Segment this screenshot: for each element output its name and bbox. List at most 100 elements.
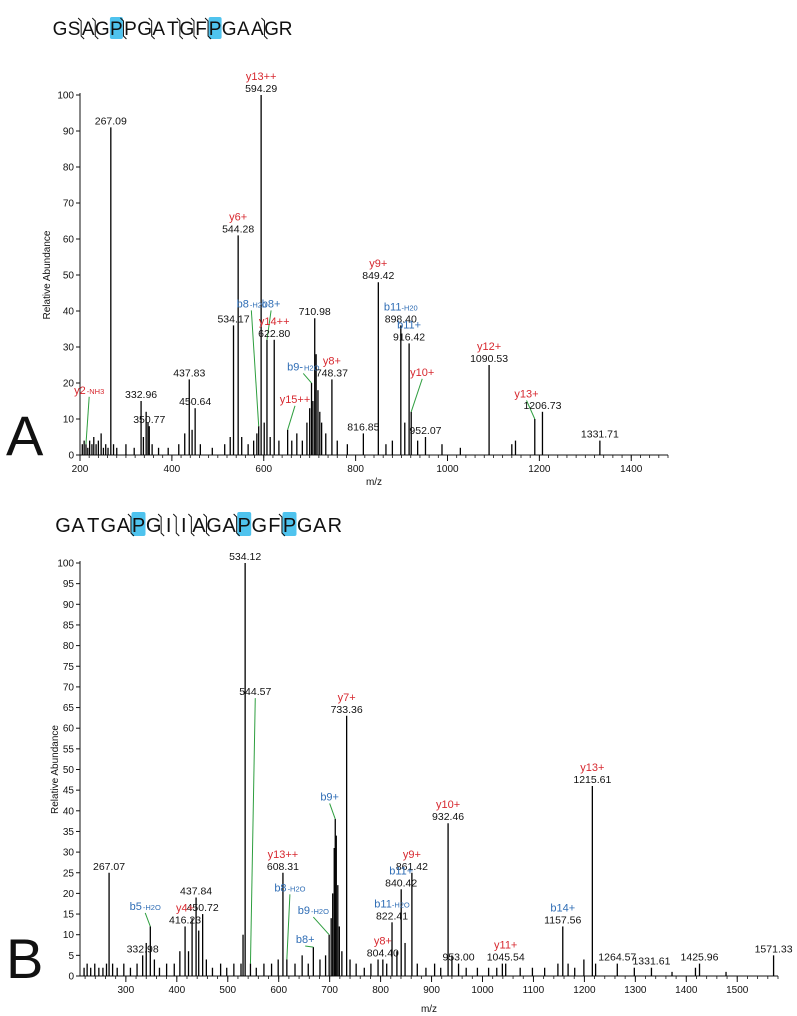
x-tick-label: 300: [118, 985, 135, 996]
sequence-residue: A: [313, 515, 327, 537]
peak-value-label: 1206.73: [523, 400, 561, 412]
sequence-residue: A: [251, 19, 264, 40]
ion-label: y9+: [369, 258, 387, 270]
x-tick-label: 900: [423, 985, 440, 996]
sequence-residue: G: [264, 19, 279, 40]
sequence-residue: A: [222, 515, 236, 537]
cleavage-mark: [190, 17, 198, 40]
sequence-residue: G: [95, 19, 110, 40]
y-tick-label: 65: [63, 703, 75, 714]
y-tick-label: 50: [63, 765, 75, 776]
ion-label: b9+: [320, 791, 339, 803]
sequence-residue: G: [55, 515, 71, 537]
sequence-residue: G: [146, 515, 162, 537]
x-tick-label: 600: [270, 985, 287, 996]
peak-value-label: 953.00: [442, 952, 474, 964]
leader-line: [410, 378, 423, 412]
ion-label: b8+: [296, 934, 315, 946]
y-tick-label: 30: [63, 343, 75, 354]
x-axis-title-b: m/z: [421, 1004, 437, 1015]
peak-value-label: 534.17: [217, 313, 249, 325]
cleavage-mark: [120, 17, 127, 40]
ion-label: y2-NH3: [74, 385, 104, 397]
x-tick-label: 400: [168, 985, 185, 996]
y-tick-label: 75: [63, 662, 75, 673]
cleavage-mark: [91, 17, 99, 40]
sequence-residue: F: [195, 19, 207, 40]
sequence-residue: A: [117, 515, 131, 537]
sequence-residue: F: [268, 515, 280, 537]
sequence-residue: T: [87, 515, 99, 537]
peak-value-label: 1090.53: [470, 353, 508, 365]
leader-line: [526, 400, 536, 420]
ion-label: b9-H2O: [287, 361, 319, 373]
sequence-residue: G: [252, 515, 268, 537]
y-tick-label: 40: [63, 307, 75, 318]
y-tick-label: 70: [63, 199, 75, 210]
sequence-residue: I: [181, 515, 187, 537]
peak-value-label: 1215.61: [573, 774, 611, 786]
y-tick-label: 90: [63, 600, 75, 611]
x-tick-label: 1000: [471, 985, 494, 996]
ion-label: y4+: [176, 902, 194, 914]
sequence-residue: G: [53, 19, 68, 40]
peak-value-label: 437.83: [173, 367, 205, 379]
sequence-residue: P: [283, 515, 296, 537]
ion-label: y11+: [494, 940, 517, 952]
peak-value-label: 622.80: [258, 328, 290, 340]
peak-value-label: 1045.54: [487, 952, 525, 964]
peak-value-label: 450.64: [179, 396, 211, 408]
y-tick-label: 35: [63, 827, 75, 838]
leader-line: [312, 916, 330, 936]
y-tick-label: 95: [63, 579, 75, 590]
sequence-residue: A: [82, 19, 95, 40]
ion-label: 544.57: [239, 686, 271, 698]
sequence-residue: G: [180, 19, 195, 40]
peak-value-label: 849.42: [362, 270, 394, 282]
y-tick-label: 90: [63, 127, 75, 138]
spectrum-chart-b: G A T G A P G I I A G A P G F P G A RB 05101520253035404550…: [6, 512, 793, 1015]
x-tick-label: 500: [219, 985, 236, 996]
y-tick-label: 20: [63, 889, 75, 900]
ion-label: y13++: [268, 849, 299, 861]
leader-line: [305, 945, 314, 948]
peak-value-label: 733.36: [331, 704, 363, 716]
peak-value-label: 594.29: [245, 83, 277, 95]
sequence-residue: G: [137, 19, 152, 40]
sequence-residue: A: [71, 515, 85, 537]
panel-b: G A T G A P G I I A G A P G F P G A R B 0 5 10 15 20 25 30 35 40 45 50…: [0, 500, 797, 1016]
peak-value-label: 952.07: [409, 425, 441, 437]
ion-label: b11+: [397, 319, 421, 331]
ion-label: y10+: [410, 367, 434, 379]
y-tick-label: 60: [63, 724, 75, 735]
ion-label: b11-H20: [384, 301, 418, 313]
residue-highlight: [131, 512, 146, 536]
cleavage-mark: [176, 17, 184, 40]
y-tick-label: 85: [63, 620, 75, 631]
peak-value-label: 1157.56: [544, 914, 581, 926]
peak-value-label: 1425.96: [681, 952, 719, 964]
cleavage-mark: [187, 513, 195, 537]
cleavage-mark: [172, 513, 180, 537]
x-tick-label: 600: [255, 464, 272, 475]
leader-line: [329, 803, 336, 820]
panel-letter-a: A: [6, 404, 44, 467]
leader-line: [287, 405, 296, 430]
y-tick-label: 50: [63, 271, 75, 282]
ion-label: b5-H2O: [130, 901, 161, 913]
ion-label: y10+: [436, 799, 460, 811]
y-tick-label: 80: [63, 163, 75, 174]
sequence-residue: R: [279, 19, 293, 40]
ion-label: y14++: [259, 316, 290, 328]
y-tick-label: 45: [63, 786, 75, 797]
peaks-a: [81, 95, 601, 455]
cleavage-mark: [233, 513, 241, 537]
ion-label: b11+: [389, 865, 413, 877]
y-tick-label: 0: [68, 451, 74, 462]
sequence-residue: P: [209, 19, 222, 40]
cleavage-mark: [157, 513, 165, 537]
peak-value-label: 1331.61: [632, 956, 670, 968]
x-tick-label: 1100: [523, 985, 545, 996]
